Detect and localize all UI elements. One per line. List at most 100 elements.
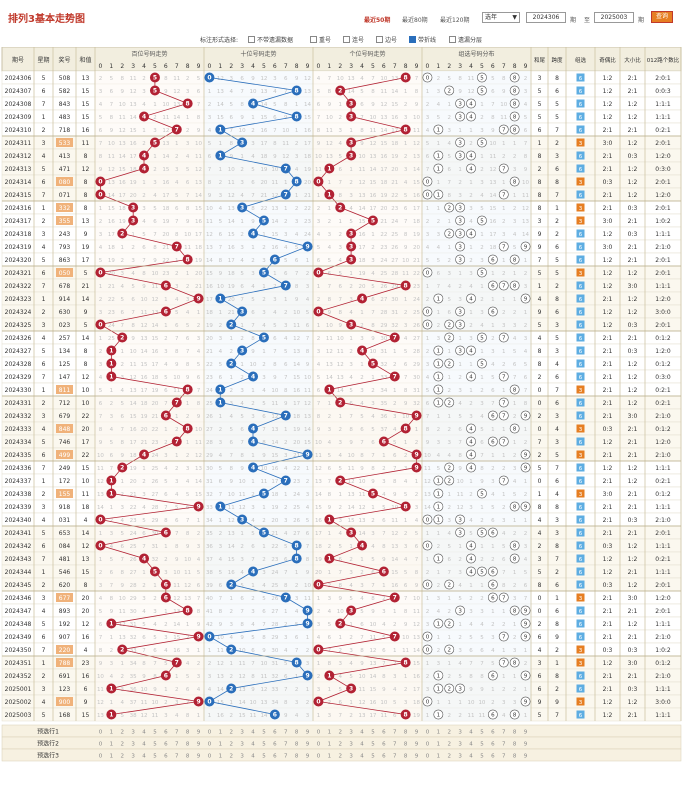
predict-digit[interactable]: 5 <box>371 754 375 760</box>
predict-digit[interactable]: 3 <box>240 730 244 736</box>
predict-digit[interactable]: 0 <box>317 730 321 736</box>
predict-digit[interactable]: 7 <box>175 754 179 760</box>
to-period-input[interactable]: 2025003 <box>594 12 634 23</box>
predict-digit[interactable]: 1 <box>219 742 223 748</box>
predict-digit[interactable]: 0 <box>426 730 430 736</box>
predict-digit[interactable]: 4 <box>469 730 473 736</box>
predict-digit[interactable]: 6 <box>382 742 386 748</box>
predict-row[interactable] <box>1 748 682 762</box>
predict-digit[interactable]: 8 <box>404 742 408 748</box>
year-select[interactable]: 选年 ▼ <box>482 12 520 23</box>
predict-digit[interactable]: 1 <box>437 754 441 760</box>
predict-digit[interactable]: 6 <box>491 754 495 760</box>
predict-digit[interactable]: 0 <box>99 754 103 760</box>
predict-digit[interactable]: 9 <box>415 730 419 736</box>
predict-digit[interactable]: 4 <box>360 754 364 760</box>
predict-digit[interactable]: 2 <box>121 742 125 748</box>
predict-digit[interactable]: 7 <box>284 742 288 748</box>
predict-digit[interactable]: 0 <box>426 754 430 760</box>
predict-digit[interactable]: 3 <box>349 742 353 748</box>
predict-digit[interactable]: 4 <box>142 742 146 748</box>
predict-digit[interactable]: 8 <box>295 730 299 736</box>
predict-digit[interactable]: 6 <box>273 730 277 736</box>
predict-digit[interactable]: 1 <box>328 730 332 736</box>
predict-digit[interactable]: 3 <box>240 742 244 748</box>
query-button[interactable]: 查询 <box>651 11 673 23</box>
from-period-input[interactable]: 2024306 <box>526 12 566 23</box>
predict-digit[interactable]: 5 <box>153 754 157 760</box>
predict-digit[interactable]: 5 <box>262 742 266 748</box>
predict-digit[interactable]: 7 <box>393 754 397 760</box>
predict-digit[interactable]: 2 <box>230 730 234 736</box>
predict-digit[interactable]: 7 <box>175 742 179 748</box>
predict-digit[interactable]: 5 <box>480 730 484 736</box>
predict-digit[interactable]: 2 <box>339 754 343 760</box>
predict-digit[interactable]: 7 <box>393 742 397 748</box>
option-layers[interactable]: 遗漏分层 <box>449 35 482 44</box>
predict-digit[interactable]: 4 <box>251 742 255 748</box>
predict-digit[interactable]: 2 <box>230 742 234 748</box>
predict-digit[interactable]: 7 <box>502 754 506 760</box>
option-repeat[interactable]: 重号 <box>310 35 331 44</box>
predict-digit[interactable]: 6 <box>164 742 168 748</box>
predict-digit[interactable]: 2 <box>339 730 343 736</box>
predict-digit[interactable]: 0 <box>99 730 103 736</box>
predict-digit[interactable]: 0 <box>426 742 430 748</box>
predict-digit[interactable]: 3 <box>131 754 135 760</box>
predict-digit[interactable]: 3 <box>131 730 135 736</box>
predict-digit[interactable]: 2 <box>448 730 452 736</box>
checkbox-polyline[interactable] <box>409 36 416 43</box>
predict-digit[interactable]: 7 <box>284 730 288 736</box>
predict-digit[interactable]: 8 <box>186 730 190 736</box>
predict-digit[interactable]: 9 <box>415 742 419 748</box>
predict-digit[interactable]: 5 <box>480 742 484 748</box>
predict-digit[interactable]: 9 <box>197 742 201 748</box>
predict-digit[interactable]: 9 <box>524 730 528 736</box>
predict-digit[interactable]: 9 <box>197 730 201 736</box>
predict-digit[interactable]: 8 <box>295 754 299 760</box>
predict-digit[interactable]: 8 <box>404 730 408 736</box>
option-no-omission[interactable]: 不带遗漏数据 <box>248 35 293 44</box>
predict-digit[interactable]: 3 <box>131 742 135 748</box>
predict-digit[interactable]: 3 <box>240 754 244 760</box>
predict-digit[interactable]: 0 <box>208 754 212 760</box>
predict-digit[interactable]: 8 <box>295 742 299 748</box>
predict-digit[interactable]: 6 <box>273 754 277 760</box>
predict-digit[interactable]: 2 <box>121 730 125 736</box>
predict-digit[interactable]: 9 <box>306 742 310 748</box>
link-recent-120[interactable]: 最近120期 <box>440 17 470 24</box>
predict-digit[interactable]: 5 <box>262 730 266 736</box>
predict-digit[interactable]: 5 <box>371 730 375 736</box>
predict-digit[interactable]: 0 <box>317 742 321 748</box>
predict-digit[interactable]: 4 <box>360 742 364 748</box>
predict-digit[interactable]: 9 <box>524 742 528 748</box>
predict-digit[interactable]: 2 <box>448 742 452 748</box>
predict-digit[interactable]: 0 <box>208 742 212 748</box>
predict-digit[interactable]: 7 <box>284 754 288 760</box>
predict-digit[interactable]: 2 <box>230 754 234 760</box>
checkbox-repeat[interactable] <box>310 36 317 43</box>
predict-digit[interactable]: 8 <box>513 730 517 736</box>
predict-digit[interactable]: 6 <box>164 754 168 760</box>
predict-digit[interactable]: 4 <box>251 730 255 736</box>
predict-digit[interactable]: 3 <box>458 730 462 736</box>
predict-digit[interactable]: 4 <box>469 754 473 760</box>
predict-digit[interactable]: 8 <box>404 754 408 760</box>
predict-digit[interactable]: 4 <box>142 730 146 736</box>
checkbox-consecutive[interactable] <box>343 36 350 43</box>
predict-digit[interactable]: 5 <box>153 742 157 748</box>
predict-digit[interactable]: 3 <box>458 754 462 760</box>
predict-digit[interactable]: 1 <box>437 730 441 736</box>
predict-digit[interactable]: 1 <box>110 754 114 760</box>
predict-digit[interactable]: 8 <box>186 742 190 748</box>
predict-digit[interactable]: 3 <box>349 730 353 736</box>
predict-digit[interactable]: 5 <box>371 742 375 748</box>
predict-digit[interactable]: 5 <box>262 754 266 760</box>
predict-digit[interactable]: 8 <box>513 754 517 760</box>
predict-digit[interactable]: 1 <box>110 742 114 748</box>
predict-digit[interactable]: 1 <box>328 742 332 748</box>
predict-digit[interactable]: 9 <box>197 754 201 760</box>
predict-digit[interactable]: 9 <box>415 754 419 760</box>
option-edge[interactable]: 边号 <box>376 35 397 44</box>
predict-digit[interactable]: 6 <box>382 730 386 736</box>
